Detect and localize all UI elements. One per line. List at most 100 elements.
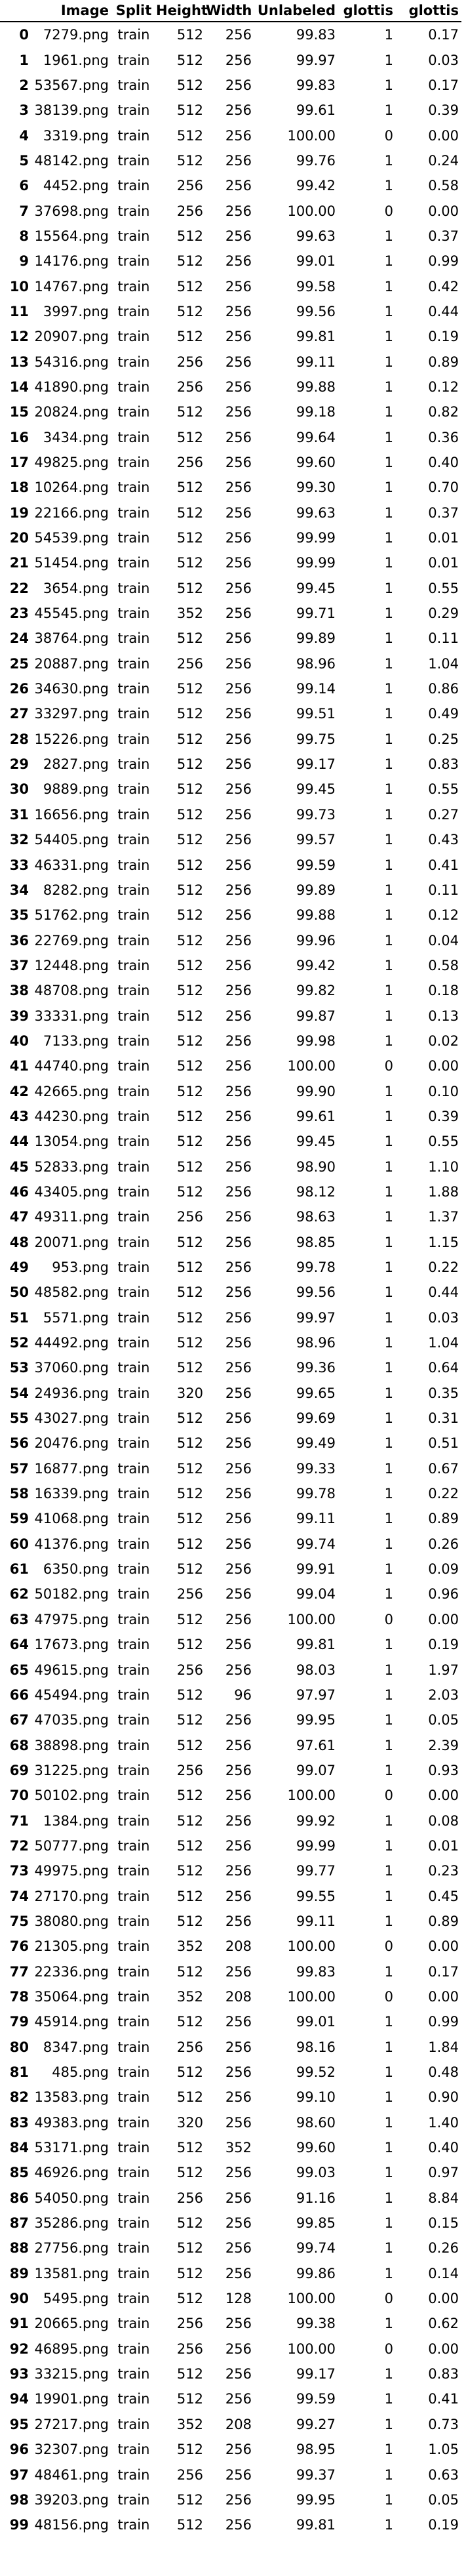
glottis-count-cell: 1 xyxy=(384,1888,393,1904)
glottis-count-cell: 1 xyxy=(384,2316,393,2332)
unlabeled-cell: 99.37 xyxy=(296,2466,336,2483)
glottis-count-cell: 1 xyxy=(384,1561,393,1578)
split-cell: train xyxy=(117,832,150,848)
row-index: 67 xyxy=(9,1712,29,1728)
glottis-count-cell: 1 xyxy=(384,2517,393,2533)
row-index: 50 xyxy=(9,1284,29,1301)
unlabeled-cell: 99.83 xyxy=(296,27,336,43)
split-cell: train xyxy=(117,1586,150,1603)
width-cell: 256 xyxy=(225,102,252,119)
image-cell: 43027.png xyxy=(34,1410,109,1427)
table-row: 0 7279.png train 512 256 99.83 1 0.17 xyxy=(0,22,461,47)
row-index: 87 xyxy=(9,2215,29,2232)
table-row: 69 31225.png train 256 256 99.07 1 0.93 xyxy=(0,1758,461,1783)
row-index: 76 xyxy=(9,1938,29,1955)
glottis-count-cell: 1 xyxy=(384,2265,393,2281)
unlabeled-cell: 99.92 xyxy=(296,1812,336,1829)
width-cell: 256 xyxy=(225,655,252,672)
glottis-percent-cell: 0.99 xyxy=(428,2014,459,2030)
table-row: 31 16656.png train 512 256 99.73 1 0.27 xyxy=(0,802,461,827)
height-cell: 512 xyxy=(176,1259,203,1276)
width-cell: 256 xyxy=(225,1083,252,1099)
table-row: 29 2827.png train 512 256 99.17 1 0.83 xyxy=(0,752,461,777)
row-index: 61 xyxy=(9,1561,29,1578)
glottis-count-cell: 1 xyxy=(384,806,393,823)
row-index: 22 xyxy=(9,580,29,596)
glottis-count-cell: 1 xyxy=(384,907,393,924)
glottis-percent-cell: 0.39 xyxy=(428,102,459,119)
split-cell: train xyxy=(117,580,150,596)
row-index: 43 xyxy=(9,1108,29,1124)
height-cell: 512 xyxy=(176,1058,203,1074)
image-cell: 54050.png xyxy=(34,2190,109,2206)
split-cell: train xyxy=(117,731,150,747)
width-cell: 256 xyxy=(225,1284,252,1301)
glottis-percent-cell: 0.42 xyxy=(428,278,459,295)
unlabeled-cell: 99.71 xyxy=(296,605,336,622)
table-row: 44 13054.png train 512 256 99.45 1 0.55 xyxy=(0,1129,461,1154)
unlabeled-cell: 99.52 xyxy=(296,2064,336,2081)
glottis-percent-cell: 0.83 xyxy=(428,2366,459,2382)
width-cell: 256 xyxy=(225,2064,252,2081)
width-cell: 256 xyxy=(225,1134,252,1150)
split-cell: train xyxy=(117,378,150,395)
row-index: 32 xyxy=(9,832,29,848)
row-index: 55 xyxy=(9,1410,29,1427)
image-cell: 21305.png xyxy=(34,1938,109,1955)
row-index: 81 xyxy=(9,2064,29,2081)
glottis-count-cell: 1 xyxy=(384,1032,393,1049)
row-index: 33 xyxy=(9,857,29,873)
height-cell: 256 xyxy=(176,378,203,395)
split-cell: train xyxy=(117,178,150,194)
width-cell: 256 xyxy=(225,1913,252,1929)
table-row: 70 50102.png train 512 256 100.00 0 0.00 xyxy=(0,1783,461,1808)
unlabeled-cell: 99.56 xyxy=(296,303,336,319)
image-cell: 45545.png xyxy=(34,605,109,622)
split-cell: train xyxy=(117,77,150,93)
table-row: 20 54539.png train 512 256 99.99 1 0.01 xyxy=(0,525,461,550)
height-cell: 512 xyxy=(176,77,203,93)
glottis-percent-cell: 0.58 xyxy=(428,957,459,973)
unlabeled-cell: 99.81 xyxy=(296,1637,336,1653)
unlabeled-cell: 99.11 xyxy=(296,1913,336,1929)
glottis-count-cell: 1 xyxy=(384,27,393,43)
split-cell: train xyxy=(117,2165,150,2181)
image-cell: 41376.png xyxy=(34,1536,109,1552)
image-cell: 54316.png xyxy=(34,354,109,370)
split-cell: train xyxy=(117,1963,150,1980)
height-cell: 512 xyxy=(176,2165,203,2181)
table-row: 23 45545.png train 352 256 99.71 1 0.29 xyxy=(0,601,461,626)
glottis-percent-cell: 0.00 xyxy=(428,203,459,219)
width-cell: 256 xyxy=(225,1460,252,1477)
glottis-percent-cell: 2.03 xyxy=(428,1687,459,1703)
split-cell: train xyxy=(117,932,150,949)
unlabeled-cell: 100.00 xyxy=(287,2291,336,2307)
table-row: 59 41068.png train 512 256 99.11 1 0.89 xyxy=(0,1506,461,1531)
glottis-count-cell: 1 xyxy=(384,2140,393,2156)
unlabeled-cell: 99.96 xyxy=(296,932,336,949)
unlabeled-cell: 99.57 xyxy=(296,832,336,848)
image-cell: 48708.png xyxy=(34,983,109,999)
width-cell: 256 xyxy=(225,1385,252,1401)
height-cell: 256 xyxy=(176,1662,203,1678)
split-cell: train xyxy=(117,1259,150,1276)
unlabeled-cell: 99.61 xyxy=(296,1108,336,1124)
table-row: 76 21305.png train 352 208 100.00 0 0.00 xyxy=(0,1934,461,1959)
split-cell: train xyxy=(117,52,150,68)
height-cell: 256 xyxy=(176,354,203,370)
glottis-percent-cell: 0.99 xyxy=(428,253,459,270)
width-cell: 256 xyxy=(225,1963,252,1980)
height-cell: 512 xyxy=(176,1410,203,1427)
split-cell: train xyxy=(117,2366,150,2382)
glottis-percent-cell: 0.37 xyxy=(428,504,459,521)
table-row: 68 38898.png train 512 256 97.61 1 2.39 xyxy=(0,1732,461,1757)
row-index: 73 xyxy=(9,1863,29,1879)
width-cell: 256 xyxy=(225,504,252,521)
image-cell: 24936.png xyxy=(34,1385,109,1401)
image-cell: 33215.png xyxy=(34,2366,109,2382)
row-index: 2 xyxy=(19,77,29,93)
height-cell: 512 xyxy=(176,1335,203,1351)
row-index: 71 xyxy=(9,1812,29,1829)
width-cell: 256 xyxy=(225,1662,252,1678)
unlabeled-cell: 99.99 xyxy=(296,555,336,571)
